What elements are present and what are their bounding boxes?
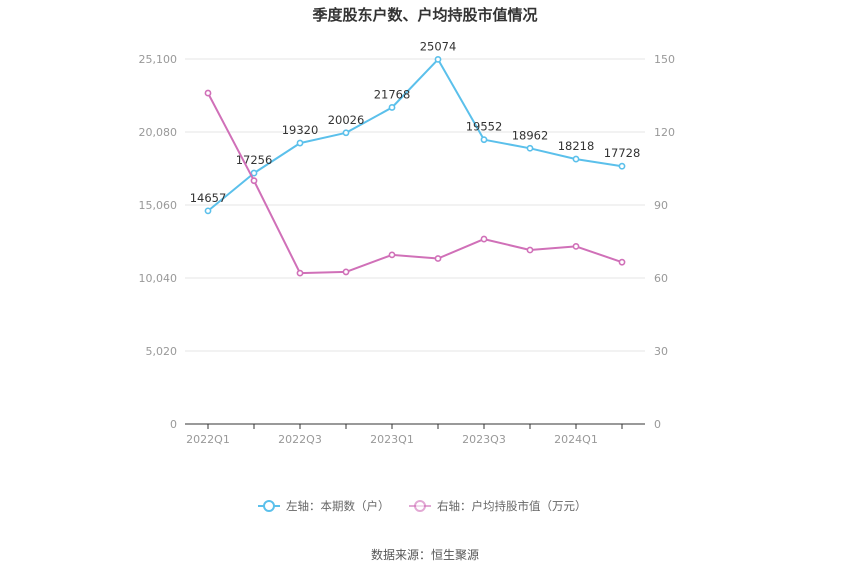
- data-point[interactable]: [618, 162, 626, 170]
- data-label: 18962: [512, 128, 549, 142]
- chart-title: 季度股东户数、户均持股市值情况: [312, 6, 537, 24]
- left-axis-ticks: 0 5,020 10,040 15,060 20,080 25,100: [139, 53, 178, 431]
- data-point[interactable]: [388, 251, 396, 259]
- data-point[interactable]: [526, 144, 534, 152]
- left-tick-label: 5,020: [146, 345, 178, 358]
- legend-label: 右轴：户均持股市值（万元）: [437, 499, 587, 513]
- data-point[interactable]: [618, 258, 626, 266]
- x-tick-label: 2023Q1: [370, 433, 414, 446]
- data-point[interactable]: [296, 269, 304, 277]
- left-tick-label: 0: [170, 418, 177, 431]
- legend-marker-icon: [414, 500, 426, 512]
- data-label: 19552: [466, 120, 503, 134]
- x-tick-label: 2024Q1: [554, 433, 598, 446]
- series-line: [207, 92, 623, 275]
- right-tick-label: 0: [654, 418, 661, 431]
- data-point[interactable]: [572, 242, 580, 250]
- data-point[interactable]: [572, 155, 580, 163]
- data-label: 21768: [374, 87, 411, 101]
- data-point[interactable]: [480, 136, 488, 144]
- right-tick-label: 60: [654, 272, 668, 285]
- data-point[interactable]: [204, 207, 212, 215]
- left-tick-label: 15,060: [139, 199, 178, 212]
- x-axis: 2022Q1 2022Q3 2023Q1 2023Q3 2024Q1: [185, 423, 645, 446]
- legend-marker-icon: [263, 500, 275, 512]
- data-label: 18218: [558, 139, 595, 153]
- series-1: 1465717256193202002621768250741955218962…: [190, 39, 641, 215]
- grid-lines: [185, 58, 645, 352]
- legend-item-1[interactable]: 左轴：本期数（户）: [258, 499, 390, 513]
- data-point[interactable]: [296, 139, 304, 147]
- data-label: 14657: [190, 191, 227, 205]
- data-source: 数据来源：恒生聚源: [371, 547, 479, 562]
- x-tick-label: 2023Q3: [462, 433, 506, 446]
- data-point[interactable]: [388, 104, 396, 111]
- data-label: 20026: [328, 113, 365, 127]
- data-point[interactable]: [526, 246, 534, 254]
- series-line: [207, 58, 623, 212]
- x-tick-label: 2022Q1: [186, 433, 230, 446]
- x-tick-label: 2022Q3: [278, 433, 322, 446]
- right-tick-label: 30: [654, 345, 668, 358]
- left-tick-label: 20,080: [139, 126, 178, 139]
- data-point[interactable]: [342, 129, 350, 137]
- right-tick-label: 150: [654, 53, 675, 66]
- right-tick-label: 120: [654, 126, 675, 139]
- legend-item-2[interactable]: 右轴：户均持股市值（万元）: [409, 499, 587, 513]
- data-point[interactable]: [250, 177, 258, 185]
- left-tick-label: 25,100: [139, 53, 178, 66]
- legend[interactable]: 左轴：本期数（户） 右轴：户均持股市值（万元）: [258, 499, 587, 513]
- series-layer: 1465717256193202002621768250741955218962…: [190, 39, 641, 277]
- data-point[interactable]: [480, 235, 488, 243]
- left-tick-label: 10,040: [139, 272, 178, 285]
- right-axis-ticks: 0 30 60 90 120 150: [654, 53, 675, 431]
- data-point[interactable]: [204, 89, 212, 97]
- series-2: [204, 89, 626, 277]
- data-point[interactable]: [250, 169, 258, 177]
- legend-label: 左轴：本期数（户）: [286, 499, 390, 513]
- data-label: 19320: [282, 123, 319, 137]
- data-point[interactable]: [434, 55, 442, 63]
- data-label: 25074: [420, 39, 457, 53]
- right-tick-label: 90: [654, 199, 668, 212]
- data-point[interactable]: [434, 255, 442, 262]
- data-point[interactable]: [342, 268, 350, 276]
- data-label: 17728: [604, 146, 641, 160]
